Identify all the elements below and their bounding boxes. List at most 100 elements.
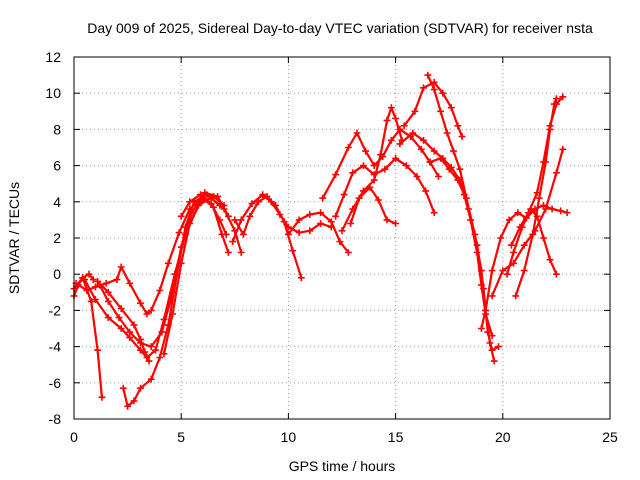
data-point bbox=[317, 209, 324, 217]
y-tick-label: -8 bbox=[49, 411, 62, 427]
series-sat-u bbox=[488, 145, 567, 300]
data-point bbox=[237, 249, 245, 256]
data-point bbox=[231, 216, 239, 224]
series-line bbox=[506, 207, 558, 276]
data-point bbox=[478, 281, 485, 289]
data-point bbox=[488, 267, 496, 274]
data-point bbox=[499, 267, 507, 274]
data-point bbox=[248, 200, 256, 207]
data-point bbox=[137, 384, 144, 392]
data-point bbox=[454, 122, 462, 130]
x-tick-label: 25 bbox=[602, 429, 618, 445]
data-point bbox=[417, 145, 425, 153]
data-point bbox=[285, 231, 292, 238]
data-point bbox=[94, 278, 101, 285]
data-point bbox=[473, 249, 481, 256]
data-point bbox=[548, 205, 556, 213]
data-point bbox=[520, 241, 528, 249]
data-point bbox=[160, 350, 168, 358]
data-point bbox=[355, 194, 363, 202]
data-point bbox=[104, 314, 112, 321]
data-point bbox=[126, 328, 134, 336]
data-point bbox=[439, 89, 447, 97]
data-point bbox=[445, 165, 453, 173]
data-point bbox=[104, 298, 112, 305]
data-point bbox=[402, 162, 410, 169]
data-point bbox=[392, 220, 399, 227]
data-point bbox=[119, 384, 127, 392]
data-point bbox=[482, 307, 489, 314]
data-point bbox=[426, 158, 434, 166]
series-line bbox=[122, 193, 221, 408]
data-point bbox=[422, 187, 429, 195]
data-point bbox=[306, 227, 314, 235]
series-sat-e bbox=[94, 278, 153, 365]
data-point bbox=[306, 211, 314, 218]
data-point bbox=[115, 314, 123, 321]
data-point bbox=[158, 328, 166, 336]
data-point bbox=[520, 267, 528, 274]
data-point bbox=[145, 357, 153, 365]
x-tick-label: 15 bbox=[388, 429, 404, 445]
data-point bbox=[392, 115, 399, 122]
series-line bbox=[180, 193, 228, 236]
data-point bbox=[508, 241, 515, 249]
data-point bbox=[563, 209, 571, 217]
y-tick-label: 8 bbox=[53, 121, 61, 137]
data-point bbox=[381, 165, 389, 173]
data-point bbox=[435, 173, 442, 180]
data-point bbox=[92, 283, 99, 291]
plot-frame bbox=[73, 56, 611, 420]
data-point bbox=[197, 198, 204, 206]
data-point bbox=[456, 165, 464, 173]
data-point bbox=[546, 126, 554, 133]
data-point bbox=[400, 122, 408, 130]
axis-ticks: 0 5 10 15 20 25 -8 -6 -4 -2 0 2 4 6 8 10 12 bbox=[45, 49, 618, 445]
data-point bbox=[392, 155, 399, 162]
data-point bbox=[332, 212, 339, 220]
series-sat-i bbox=[231, 193, 305, 282]
series-sat-x bbox=[503, 205, 560, 278]
data-point bbox=[216, 216, 224, 224]
series-line bbox=[428, 157, 494, 337]
data-point bbox=[503, 270, 511, 278]
data-point bbox=[124, 402, 131, 410]
data-point bbox=[450, 147, 457, 155]
series-sat-g bbox=[160, 194, 245, 358]
data-point bbox=[375, 196, 382, 204]
data-point bbox=[546, 256, 554, 264]
data-point bbox=[505, 216, 513, 224]
data-point bbox=[535, 194, 543, 202]
data-point bbox=[542, 158, 550, 166]
series-sat-y bbox=[70, 270, 97, 300]
data-point bbox=[141, 348, 149, 356]
data-point bbox=[510, 249, 517, 256]
data-point bbox=[454, 176, 462, 184]
data-point bbox=[383, 117, 391, 124]
data-point bbox=[156, 354, 164, 361]
data-point bbox=[512, 292, 520, 300]
y-tick-label: 4 bbox=[53, 194, 61, 210]
data-point bbox=[514, 209, 522, 217]
data-point bbox=[332, 171, 339, 178]
data-point bbox=[207, 200, 215, 207]
data-point bbox=[447, 104, 455, 112]
data-point bbox=[327, 218, 335, 226]
data-point bbox=[237, 216, 245, 224]
data-point bbox=[340, 191, 348, 198]
data-point bbox=[430, 86, 438, 93]
data-point bbox=[117, 263, 125, 271]
data-point bbox=[396, 140, 404, 148]
data-point bbox=[336, 238, 344, 245]
data-point bbox=[177, 259, 185, 267]
series-sat-s bbox=[426, 155, 496, 340]
data-point bbox=[529, 231, 537, 238]
data-point bbox=[420, 84, 427, 92]
data-point bbox=[137, 299, 144, 307]
data-point bbox=[559, 93, 567, 101]
series-line bbox=[98, 191, 230, 348]
y-tick-label: -2 bbox=[49, 302, 62, 318]
series-sat-h bbox=[177, 191, 230, 238]
data-point bbox=[409, 129, 417, 137]
